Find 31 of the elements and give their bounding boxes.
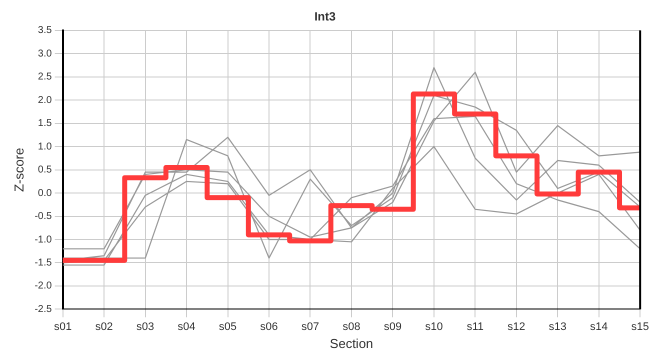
y-tick-label: -1.5 xyxy=(34,257,52,268)
x-tick-label: s15 xyxy=(631,320,650,333)
y-tick-label: 3.5 xyxy=(38,25,52,36)
x-tick-label: s08 xyxy=(342,320,360,333)
x-tick-label: s07 xyxy=(301,320,320,333)
chart-title: Int3 xyxy=(314,10,336,24)
x-axis-title: Section xyxy=(330,336,374,351)
y-axis-title: Z-score xyxy=(11,148,26,192)
x-tick-label: s04 xyxy=(178,320,196,333)
x-tick-label: s11 xyxy=(466,320,484,333)
x-tick-label: s09 xyxy=(384,320,402,333)
x-tick-label: s12 xyxy=(508,320,526,333)
x-tick-label: s10 xyxy=(425,320,443,333)
x-tick-label: s06 xyxy=(260,320,278,333)
y-tick-label: -2.0 xyxy=(34,280,52,292)
y-tick-label: 2.0 xyxy=(38,94,52,106)
x-tick-label: s13 xyxy=(548,320,567,333)
y-tick-label: -1.0 xyxy=(34,234,52,246)
y-tick-label: 0.0 xyxy=(38,188,52,199)
x-tick-label: s14 xyxy=(590,320,608,333)
y-tick-label: -2.5 xyxy=(34,304,52,315)
y-tick-label: 0.5 xyxy=(38,164,52,176)
y-tick-label: -0.5 xyxy=(34,211,52,222)
x-tick-label: s03 xyxy=(136,320,154,333)
x-tick-label: s05 xyxy=(218,320,237,333)
x-tick-label: s01 xyxy=(54,320,72,333)
x-tick-label: s02 xyxy=(95,320,113,333)
y-tick-label: 1.0 xyxy=(38,141,52,152)
y-tick-label: 3.0 xyxy=(38,48,52,60)
y-tick-label: 1.5 xyxy=(38,118,52,130)
y-tick-label: 2.5 xyxy=(38,72,52,83)
